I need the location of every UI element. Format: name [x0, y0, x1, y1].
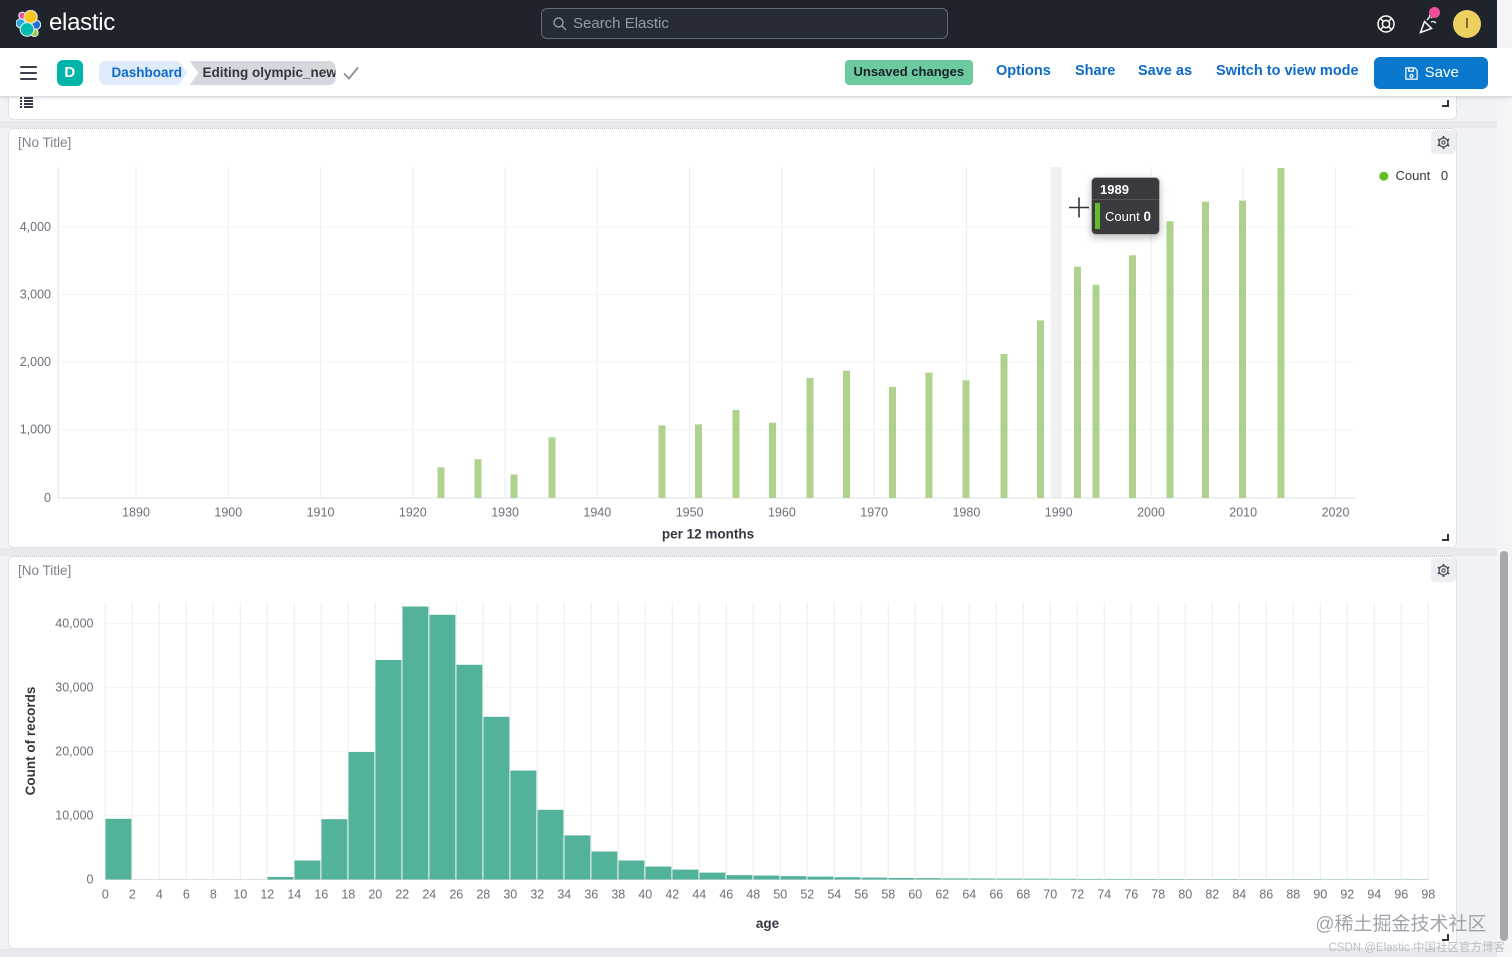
svg-text:1980: 1980: [952, 506, 980, 520]
svg-text:1920: 1920: [399, 506, 427, 520]
svg-text:48: 48: [746, 888, 760, 902]
svg-text:38: 38: [611, 888, 625, 902]
svg-text:per 12 months: per 12 months: [662, 527, 754, 542]
svg-text:72: 72: [1070, 888, 1084, 902]
svg-text:0: 0: [44, 491, 51, 505]
svg-text:14: 14: [287, 888, 301, 902]
svg-text:92: 92: [1340, 888, 1354, 902]
svg-text:44: 44: [692, 888, 706, 902]
svg-text:3,000: 3,000: [20, 288, 51, 302]
svg-text:2000: 2000: [1137, 506, 1165, 520]
svg-text:age: age: [756, 916, 780, 931]
svg-text:4,000: 4,000: [20, 220, 51, 234]
svg-text:88: 88: [1286, 888, 1300, 902]
svg-text:66: 66: [989, 888, 1003, 902]
svg-text:Count: Count: [1396, 168, 1431, 183]
svg-text:70: 70: [1043, 888, 1057, 902]
svg-text:2020: 2020: [1322, 506, 1350, 520]
svg-text:42: 42: [665, 888, 679, 902]
svg-text:2010: 2010: [1229, 506, 1257, 520]
svg-text:54: 54: [827, 888, 841, 902]
svg-text:40: 40: [638, 888, 652, 902]
svg-text:1990: 1990: [1045, 506, 1073, 520]
svg-text:1890: 1890: [122, 506, 150, 520]
svg-text:34: 34: [557, 888, 571, 902]
svg-text:76: 76: [1124, 888, 1138, 902]
svg-text:62: 62: [935, 888, 949, 902]
svg-text:78: 78: [1151, 888, 1165, 902]
svg-text:28: 28: [476, 888, 490, 902]
svg-text:1950: 1950: [676, 506, 704, 520]
svg-text:36: 36: [584, 888, 598, 902]
svg-text:98: 98: [1421, 888, 1435, 902]
svg-text:80: 80: [1178, 888, 1192, 902]
svg-text:56: 56: [854, 888, 868, 902]
svg-text:12: 12: [260, 888, 274, 902]
svg-text:68: 68: [1016, 888, 1030, 902]
svg-text:0: 0: [1441, 168, 1448, 183]
svg-text:16: 16: [314, 888, 328, 902]
svg-text:60: 60: [908, 888, 922, 902]
svg-text:90: 90: [1313, 888, 1327, 902]
svg-text:52: 52: [800, 888, 814, 902]
svg-text:74: 74: [1097, 888, 1111, 902]
svg-text:58: 58: [881, 888, 895, 902]
svg-text:1930: 1930: [491, 506, 519, 520]
svg-text:40,000: 40,000: [55, 617, 93, 631]
svg-text:6: 6: [183, 888, 190, 902]
svg-text:32: 32: [530, 888, 544, 902]
svg-text:24: 24: [422, 888, 436, 902]
svg-text:64: 64: [962, 888, 976, 902]
svg-text:10,000: 10,000: [55, 809, 93, 823]
svg-text:1910: 1910: [307, 506, 335, 520]
svg-text:30: 30: [503, 888, 517, 902]
svg-text:4: 4: [156, 888, 163, 902]
svg-text:26: 26: [449, 888, 463, 902]
svg-text:86: 86: [1259, 888, 1273, 902]
svg-text:20: 20: [368, 888, 382, 902]
svg-text:30,000: 30,000: [55, 681, 93, 695]
svg-text:1970: 1970: [860, 506, 888, 520]
svg-text:50: 50: [773, 888, 787, 902]
svg-text:10: 10: [233, 888, 247, 902]
svg-text:1900: 1900: [214, 506, 242, 520]
svg-text:18: 18: [341, 888, 355, 902]
svg-text:46: 46: [719, 888, 733, 902]
svg-text:2,000: 2,000: [20, 355, 51, 369]
svg-text:96: 96: [1394, 888, 1408, 902]
svg-text:1960: 1960: [768, 506, 796, 520]
svg-text:0: 0: [87, 873, 94, 887]
svg-text:84: 84: [1232, 888, 1246, 902]
svg-text:94: 94: [1367, 888, 1381, 902]
svg-text:2: 2: [129, 888, 136, 902]
svg-text:8: 8: [210, 888, 217, 902]
svg-text:82: 82: [1205, 888, 1219, 902]
svg-text:22: 22: [395, 888, 409, 902]
svg-text:0: 0: [102, 888, 109, 902]
svg-text:Count of records: Count of records: [23, 687, 38, 796]
svg-text:20,000: 20,000: [55, 745, 93, 759]
svg-text:1940: 1940: [583, 506, 611, 520]
svg-text:1,000: 1,000: [20, 423, 51, 437]
